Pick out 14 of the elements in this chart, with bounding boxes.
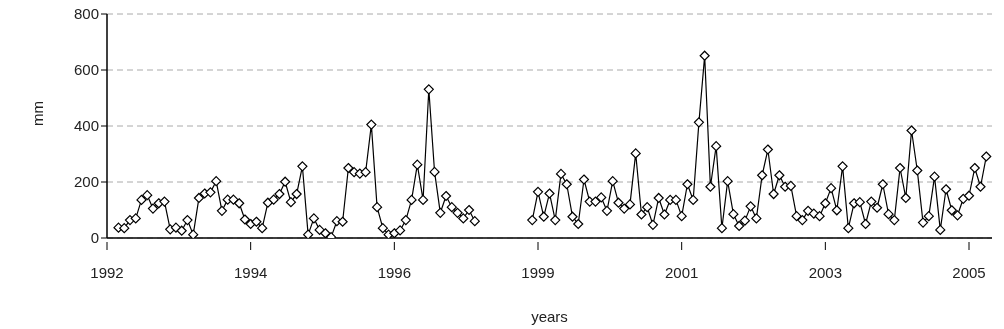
y-tick-label: 400 <box>73 117 99 135</box>
x-tick-label: 1999 <box>521 264 555 281</box>
y-tick-label: 0 <box>90 229 99 247</box>
y-axis-title: mm <box>29 101 47 126</box>
x-tick-label: 2003 <box>808 264 843 281</box>
y-tick-label: 200 <box>73 173 99 191</box>
y-tick-label: 600 <box>73 61 99 79</box>
x-tick-label: 2001 <box>664 264 699 281</box>
x-tick-label: 2005 <box>952 264 986 281</box>
x-tick-label: 1994 <box>233 264 268 281</box>
y-tick-label: 800 <box>73 5 99 23</box>
x-tick-label: 1996 <box>377 264 412 281</box>
x-tick-label: 1992 <box>90 264 124 281</box>
x-axis-title: years <box>531 308 568 325</box>
